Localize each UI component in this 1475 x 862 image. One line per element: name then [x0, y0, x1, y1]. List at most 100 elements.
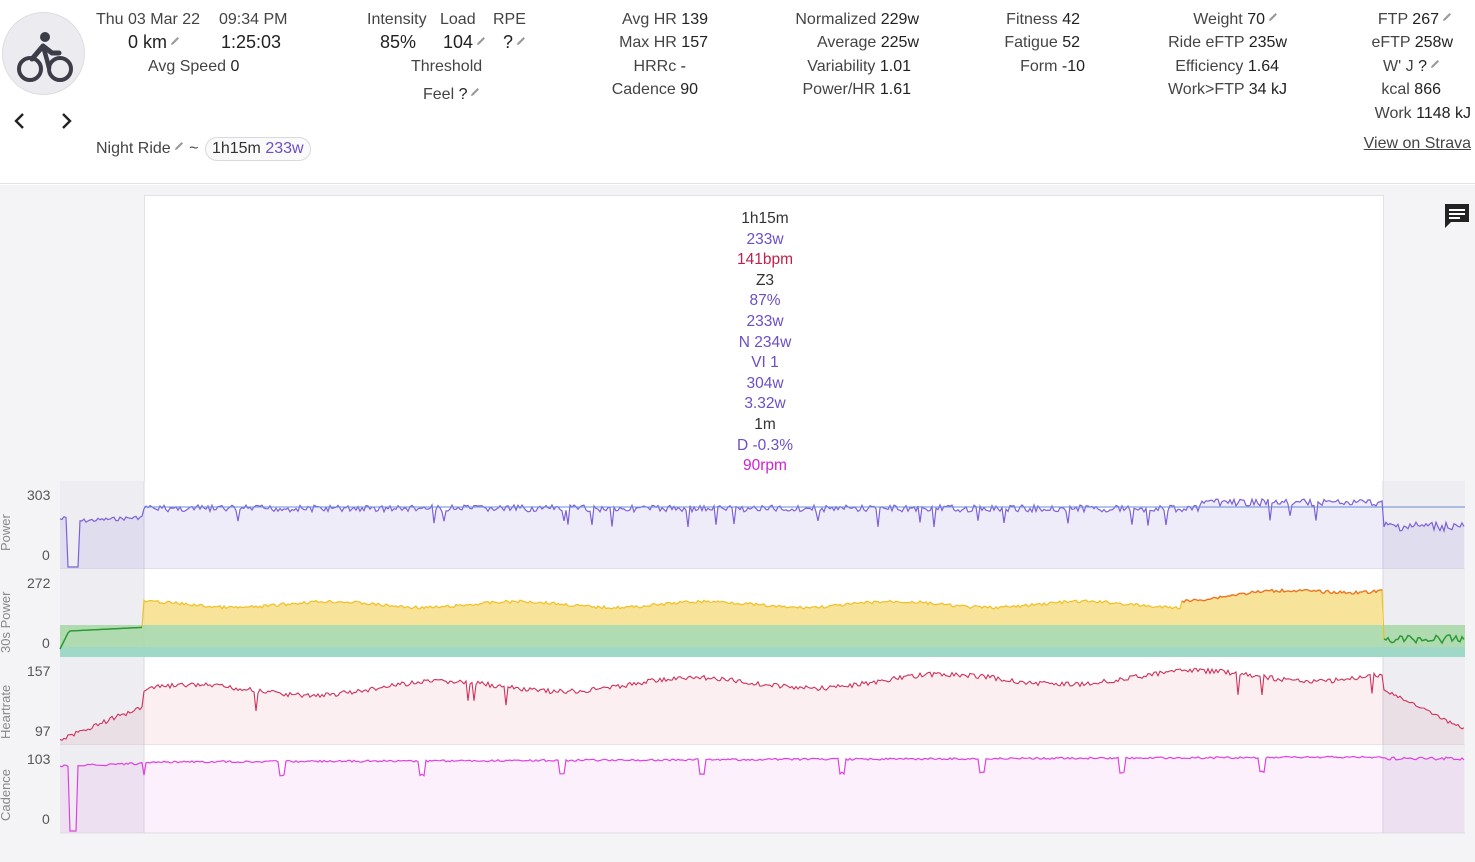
- feel-label: Feel: [423, 86, 455, 103]
- fatigue: Fatigue 52: [1004, 34, 1080, 51]
- rpe-value: ?: [503, 32, 514, 52]
- activity-type-avatar: [2, 12, 85, 95]
- pencil-icon: [169, 35, 181, 47]
- chart-stack[interactable]: Power 30s Power Heartrate Cadence 303 0 …: [0, 481, 1475, 841]
- average-power: Average 225w: [816, 34, 919, 51]
- cadence-area: [60, 756, 1464, 833]
- normalized-power: Normalized 229w: [795, 11, 919, 28]
- heartrate-unselected-right: [1383, 657, 1465, 745]
- power-axis-label: Power: [0, 514, 13, 551]
- cadence-tick-min: 0: [42, 811, 50, 827]
- load-label: Load: [440, 11, 476, 28]
- rpe-field[interactable]: ?: [503, 32, 527, 52]
- selection-line: 304w: [746, 374, 784, 392]
- power30-line-green-right: [1383, 634, 1465, 645]
- cadence-unselected-left: [60, 745, 144, 833]
- selection-line: Z3: [755, 271, 775, 289]
- ride-eftp: Ride eFTP 235w: [1168, 34, 1287, 51]
- selection-line: 141bpm: [736, 251, 793, 269]
- hrrc: HRRc -: [633, 58, 686, 75]
- duration: 1:25:03: [221, 32, 281, 52]
- activity-name[interactable]: Night Ride: [96, 140, 171, 157]
- selection-line: 1h15m: [741, 210, 789, 227]
- next-activity-button[interactable]: [56, 110, 76, 132]
- rpe-label: RPE: [493, 11, 526, 28]
- previous-activity-button[interactable]: [10, 110, 30, 132]
- interval-chip[interactable]: 1h15m 233w: [204, 137, 311, 161]
- chevron-left-icon: [14, 113, 24, 129]
- heartrate-tick-min: 97: [35, 723, 51, 739]
- pencil-icon: [475, 35, 487, 47]
- power-tick-max: 303: [27, 487, 51, 503]
- avg-speed-value: 0: [230, 58, 240, 75]
- power30-tick-max: 272: [27, 575, 51, 591]
- weight-field[interactable]: Weight 70: [1193, 10, 1279, 30]
- efficiency: Efficiency 1.64: [1175, 58, 1279, 75]
- variability: Variability 1.01: [807, 58, 911, 75]
- power-tick-min: 0: [42, 547, 50, 563]
- pencil-icon[interactable]: [173, 140, 185, 152]
- power30-line-orange: [1181, 588, 1383, 604]
- cadence-axis-label: Cadence: [0, 768, 13, 821]
- power-area: [60, 499, 1464, 569]
- chevron-right-icon: [62, 113, 72, 129]
- selection-line: D -0.3%: [737, 436, 793, 454]
- pencil-icon: [515, 35, 527, 47]
- selection-summary: 1h15m 233w 141bpm Z3 87% 233w N 234w VI 1 304w 3.…: [145, 209, 1385, 477]
- feel-field[interactable]: Feel ?: [423, 85, 481, 105]
- activity-date: Thu 03 Mar 22: [96, 10, 200, 30]
- fitness: Fitness 42: [1006, 11, 1080, 28]
- bike-icon: [17, 32, 73, 82]
- avg-speed: Avg Speed 0: [148, 57, 239, 77]
- power30-yellow-area: [144, 589, 1382, 625]
- cadence-tick-max: 103: [27, 751, 51, 767]
- view-on-strava-link[interactable]: View on Strava: [1363, 135, 1471, 152]
- power-line: [59, 497, 1465, 568]
- zone-teal-band: [60, 647, 1465, 657]
- selection-line: 1m: [754, 415, 776, 433]
- distance-value: 0 km: [128, 32, 168, 52]
- distance-field[interactable]: 0 km: [128, 32, 181, 52]
- pencil-icon: [469, 86, 481, 98]
- activity-charts[interactable]: [0, 481, 1475, 841]
- activity-name-row: Night Ride ~ 1h15m 233w: [96, 137, 311, 161]
- w-prime-field[interactable]: W' J ?: [1383, 57, 1441, 77]
- heartrate-area: [60, 668, 1464, 745]
- pencil-icon: [1441, 11, 1453, 23]
- duration-value: 1:25:03: [221, 32, 282, 52]
- work: Work 1148 kJ: [1374, 105, 1471, 122]
- heartrate-axis-label: Heartrate: [0, 684, 13, 739]
- load-field[interactable]: 104: [443, 32, 487, 52]
- comment-icon[interactable]: [1442, 201, 1472, 231]
- work-over-ftp: Work>FTP 34 kJ: [1167, 81, 1287, 98]
- selection-line: VI 1: [751, 354, 779, 372]
- heartrate-panel-bg: [60, 657, 1465, 745]
- heartrate-unselected-left: [60, 657, 144, 745]
- form: Form -10: [1020, 58, 1085, 75]
- date-text: Thu 03 Mar 22: [96, 11, 201, 28]
- intensity-label: Intensity: [367, 11, 427, 28]
- selection-panel[interactable]: 1h15m 233w 141bpm Z3 87% 233w N 234w VI 1 304w 3.…: [144, 195, 1384, 495]
- pencil-icon: [1267, 11, 1279, 23]
- power30-line-green-left: [59, 626, 143, 650]
- selection-line: 87%: [749, 292, 781, 310]
- avg-hr: Avg HR 139: [622, 11, 708, 28]
- selection-line: 90rpm: [743, 457, 787, 475]
- power-hr: Power/HR 1.61: [802, 81, 912, 98]
- power30-tick-min: 0: [42, 635, 50, 651]
- selection-line: 233w: [746, 312, 784, 330]
- ftp-field[interactable]: FTP 267: [1378, 10, 1453, 30]
- power-panel-bg: [60, 481, 1465, 569]
- load-value: 104: [443, 32, 474, 52]
- tilde: ~: [189, 140, 199, 157]
- threshold-label: Threshold: [411, 58, 483, 75]
- heartrate-tick-max: 157: [27, 663, 51, 679]
- kcal: kcal 866: [1381, 81, 1441, 98]
- intensity-value: 85%: [380, 32, 417, 52]
- activity-time: 09:34 PM: [219, 10, 287, 30]
- chip-power: 233w: [265, 140, 304, 157]
- heartrate-line: [59, 667, 1465, 741]
- activity-header: Thu 03 Mar 22 09:34 PM 0 km 1:25:03 Avg …: [0, 0, 1475, 184]
- power-unselected-left: [60, 481, 144, 569]
- cadence: Cadence 90: [611, 81, 698, 98]
